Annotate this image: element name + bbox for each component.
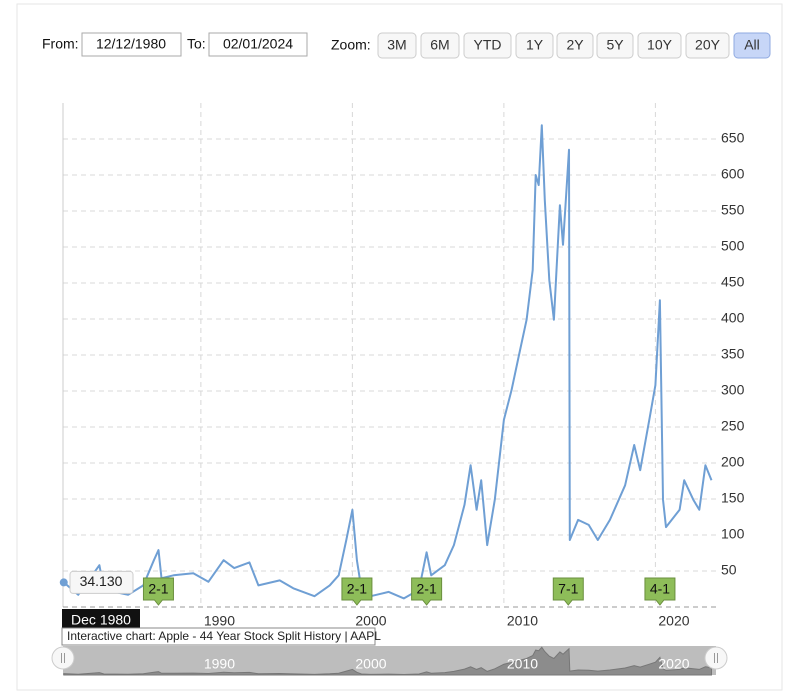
tooltip-box [69, 570, 134, 594]
y-tick-label: 350 [721, 346, 745, 362]
navigator-series [63, 646, 712, 676]
zoom-button[interactable] [556, 32, 594, 59]
x-tick-label: 2000 [355, 613, 386, 629]
y-tick-label: 550 [721, 202, 745, 218]
y-tick-label: 300 [721, 382, 745, 398]
zoom-button[interactable] [637, 32, 682, 59]
split-flag[interactable] [341, 577, 373, 606]
zoom-button[interactable] [685, 32, 730, 59]
navigator-tick-label: 2020 [658, 656, 689, 672]
to-label: To: [187, 36, 206, 52]
zoom-button-label: 1Y [526, 37, 544, 53]
y-tick-label: 100 [721, 526, 745, 542]
zoom-button-label: All [744, 37, 760, 53]
zoom-button-label: 10Y [647, 37, 673, 53]
price-line [63, 124, 713, 600]
zoom-button[interactable] [515, 32, 554, 59]
zoom-button[interactable] [596, 32, 634, 59]
zoom-button[interactable] [463, 32, 512, 59]
zoom-label: Zoom: [331, 37, 371, 53]
frame [16, 3, 783, 691]
to-value: 02/01/2024 [223, 36, 293, 52]
tooltip-point [59, 578, 68, 587]
crosshair-date: Dec 1980 [71, 612, 131, 628]
x-tick-label: 1990 [204, 613, 235, 629]
split-flag-label: 4-1 [650, 581, 670, 597]
x-tick-label: 2010 [507, 613, 538, 629]
zoom-button-label: YTD [474, 37, 502, 53]
from-input[interactable] [81, 32, 182, 57]
x-tick-label: 2020 [658, 613, 689, 629]
navigator-tick-label: 2000 [355, 656, 386, 672]
zoom-button-label: 5Y [606, 37, 624, 53]
y-tick-label: 50 [721, 562, 737, 578]
y-tick-label: 450 [721, 274, 745, 290]
split-flag[interactable] [411, 577, 443, 606]
split-flag-label: 2-1 [347, 581, 367, 597]
split-flag[interactable] [644, 577, 676, 606]
y-tick-label: 150 [721, 490, 745, 506]
zoom-button[interactable] [420, 32, 460, 59]
navigator-tick-label: 2010 [507, 656, 538, 672]
split-flag-label: 7-1 [558, 581, 578, 597]
caption-box [61, 627, 376, 646]
y-tick-label: 200 [721, 454, 745, 470]
from-label: From: [42, 36, 79, 52]
y-tick-label: 650 [721, 130, 745, 146]
zoom-button[interactable] [377, 32, 417, 59]
split-flag-label: 2-1 [148, 581, 168, 597]
crosshair-date-box [62, 609, 140, 631]
split-flag-label: 2-1 [417, 581, 437, 597]
from-value: 12/12/1980 [96, 36, 166, 52]
y-tick-label: 500 [721, 238, 745, 254]
split-flag[interactable] [552, 577, 584, 606]
zoom-button-label: 20Y [695, 37, 721, 53]
zoom-button[interactable] [733, 32, 771, 59]
navigator-handle[interactable] [51, 646, 75, 670]
caption: Interactive chart: Apple - 44 Year Stock… [67, 629, 381, 643]
y-tick-label: 250 [721, 418, 745, 434]
navigator-tick-label: 1990 [204, 656, 235, 672]
tooltip-label: 34.130 [80, 573, 123, 589]
y-tick-label: 400 [721, 310, 745, 326]
split-flag[interactable] [142, 577, 174, 606]
zoom-button-label: 3M [387, 37, 406, 53]
zoom-button-label: 2Y [566, 37, 584, 53]
navigator-handle[interactable] [704, 646, 728, 670]
to-input[interactable] [208, 32, 308, 57]
zoom-button-label: 6M [430, 37, 449, 53]
y-tick-label: 600 [721, 166, 745, 182]
